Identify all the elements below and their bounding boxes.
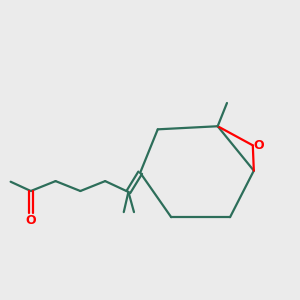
Text: O: O bbox=[253, 139, 264, 152]
Text: O: O bbox=[26, 214, 36, 227]
